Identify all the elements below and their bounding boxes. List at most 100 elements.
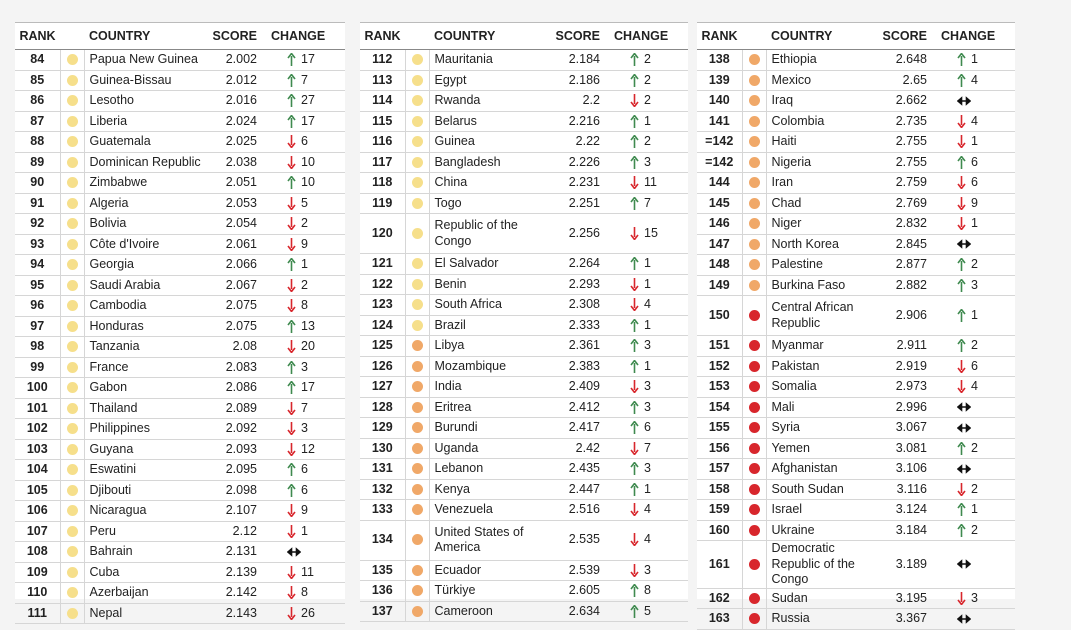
score: 2.226 xyxy=(554,152,606,173)
rank: 137 xyxy=(360,601,406,622)
change-cell: 1 xyxy=(933,49,1015,71)
score: 2.053 xyxy=(211,193,263,214)
change-value: 2 xyxy=(971,440,978,455)
status-dot xyxy=(748,74,760,86)
change-cell xyxy=(933,458,1015,480)
rank: 115 xyxy=(360,111,406,132)
status-dot xyxy=(66,156,78,168)
table-row: 95 Saudi Arabia 2.067 2 xyxy=(15,275,345,296)
table-row: 134 United States of America 2.535 4 xyxy=(360,520,688,561)
country: Benin xyxy=(429,274,554,295)
table-row: 113 Egypt 2.186 2 xyxy=(360,70,688,91)
score: 2.12 xyxy=(211,521,263,542)
status-cell xyxy=(60,357,85,378)
status-dot xyxy=(66,300,78,312)
change-cell: 3 xyxy=(933,275,1015,296)
country: Libya xyxy=(429,335,554,357)
table-row: 137 Cameroon 2.634 5 xyxy=(360,601,688,622)
status-dot xyxy=(748,483,760,495)
score: 2.089 xyxy=(211,398,263,419)
status-dot xyxy=(66,74,78,86)
status-dot xyxy=(748,238,760,250)
score: 2.024 xyxy=(211,111,263,132)
column-header: CHANGE xyxy=(933,23,1015,50)
status-dot xyxy=(411,463,423,475)
country: Kenya xyxy=(429,479,554,500)
status-dot xyxy=(411,115,423,127)
change-arrow xyxy=(630,461,639,476)
status-dot xyxy=(748,54,760,66)
rank: 100 xyxy=(15,377,61,399)
status-cell xyxy=(742,70,767,91)
column-header: COUNTRY xyxy=(766,23,881,50)
change-cell: 15 xyxy=(606,213,688,254)
status-cell xyxy=(405,580,430,602)
table-row: 157 Afghanistan 3.106 xyxy=(697,458,1015,480)
country: Guinea xyxy=(429,131,554,153)
rank: 120 xyxy=(360,213,406,254)
rank: 128 xyxy=(360,397,406,418)
score: 2.648 xyxy=(881,49,933,71)
change-value: 26 xyxy=(301,605,315,620)
change-arrow xyxy=(287,93,296,108)
country: Haiti xyxy=(766,131,881,153)
change-value: 7 xyxy=(301,400,308,415)
status-cell xyxy=(742,254,767,276)
change-arrow xyxy=(630,533,639,548)
status-cell xyxy=(405,601,430,622)
score: 2.333 xyxy=(554,315,606,336)
score: 2.759 xyxy=(881,172,933,194)
status-cell xyxy=(405,397,430,418)
status-dot xyxy=(66,54,78,66)
rank: 104 xyxy=(15,459,61,481)
status-cell xyxy=(405,560,430,581)
change-arrow xyxy=(957,502,966,517)
rank: 96 xyxy=(15,295,61,317)
rank: 123 xyxy=(360,294,406,316)
score: 2.054 xyxy=(211,213,263,235)
table-row: 147 North Korea 2.845 xyxy=(697,234,1015,255)
rank: 133 xyxy=(360,499,406,521)
status-dot xyxy=(411,197,423,209)
change-cell: 6 xyxy=(933,356,1015,377)
change-arrow xyxy=(957,482,966,497)
rank: 88 xyxy=(15,131,61,153)
change-arrow xyxy=(956,463,972,474)
change-arrow xyxy=(957,359,966,374)
status-cell xyxy=(405,438,430,459)
change-cell: 1 xyxy=(606,315,688,336)
change-cell: 1 xyxy=(606,274,688,295)
table-row: 119 Togo 2.251 7 xyxy=(360,193,688,214)
change-value: 6 xyxy=(301,462,308,476)
score: 2.662 xyxy=(881,90,933,112)
status-cell xyxy=(742,540,767,589)
change-arrow xyxy=(630,256,639,271)
change-cell: 8 xyxy=(263,582,345,604)
country: Côte d'Ivoire xyxy=(84,234,211,255)
country: Bahrain xyxy=(84,541,211,563)
table-row: 136 Türkiye 2.605 8 xyxy=(360,580,688,602)
rank: 148 xyxy=(697,254,743,276)
rank: 140 xyxy=(697,90,743,112)
status-cell xyxy=(405,294,430,316)
status-cell xyxy=(742,234,767,255)
status-cell xyxy=(742,90,767,112)
score: 2.605 xyxy=(554,580,606,602)
rank: 126 xyxy=(360,356,406,377)
change-value: 3 xyxy=(644,379,651,393)
table-row: 96 Cambodia 2.075 8 xyxy=(15,295,345,317)
status-dot xyxy=(748,360,760,372)
rank: 129 xyxy=(360,417,406,439)
change-cell: 3 xyxy=(606,335,688,357)
status-dot xyxy=(748,218,760,230)
status-cell xyxy=(60,541,85,563)
change-arrow xyxy=(630,277,639,292)
country: Venezuela xyxy=(429,499,554,521)
status-dot xyxy=(66,238,78,250)
table-row: 148 Palestine 2.877 2 xyxy=(697,254,1015,276)
table-row: 149 Burkina Faso 2.882 3 xyxy=(697,275,1015,296)
country: Cuba xyxy=(84,562,211,583)
table-row: 88 Guatemala 2.025 6 xyxy=(15,131,345,153)
country: Syria xyxy=(766,417,881,439)
country: Uganda xyxy=(429,438,554,459)
